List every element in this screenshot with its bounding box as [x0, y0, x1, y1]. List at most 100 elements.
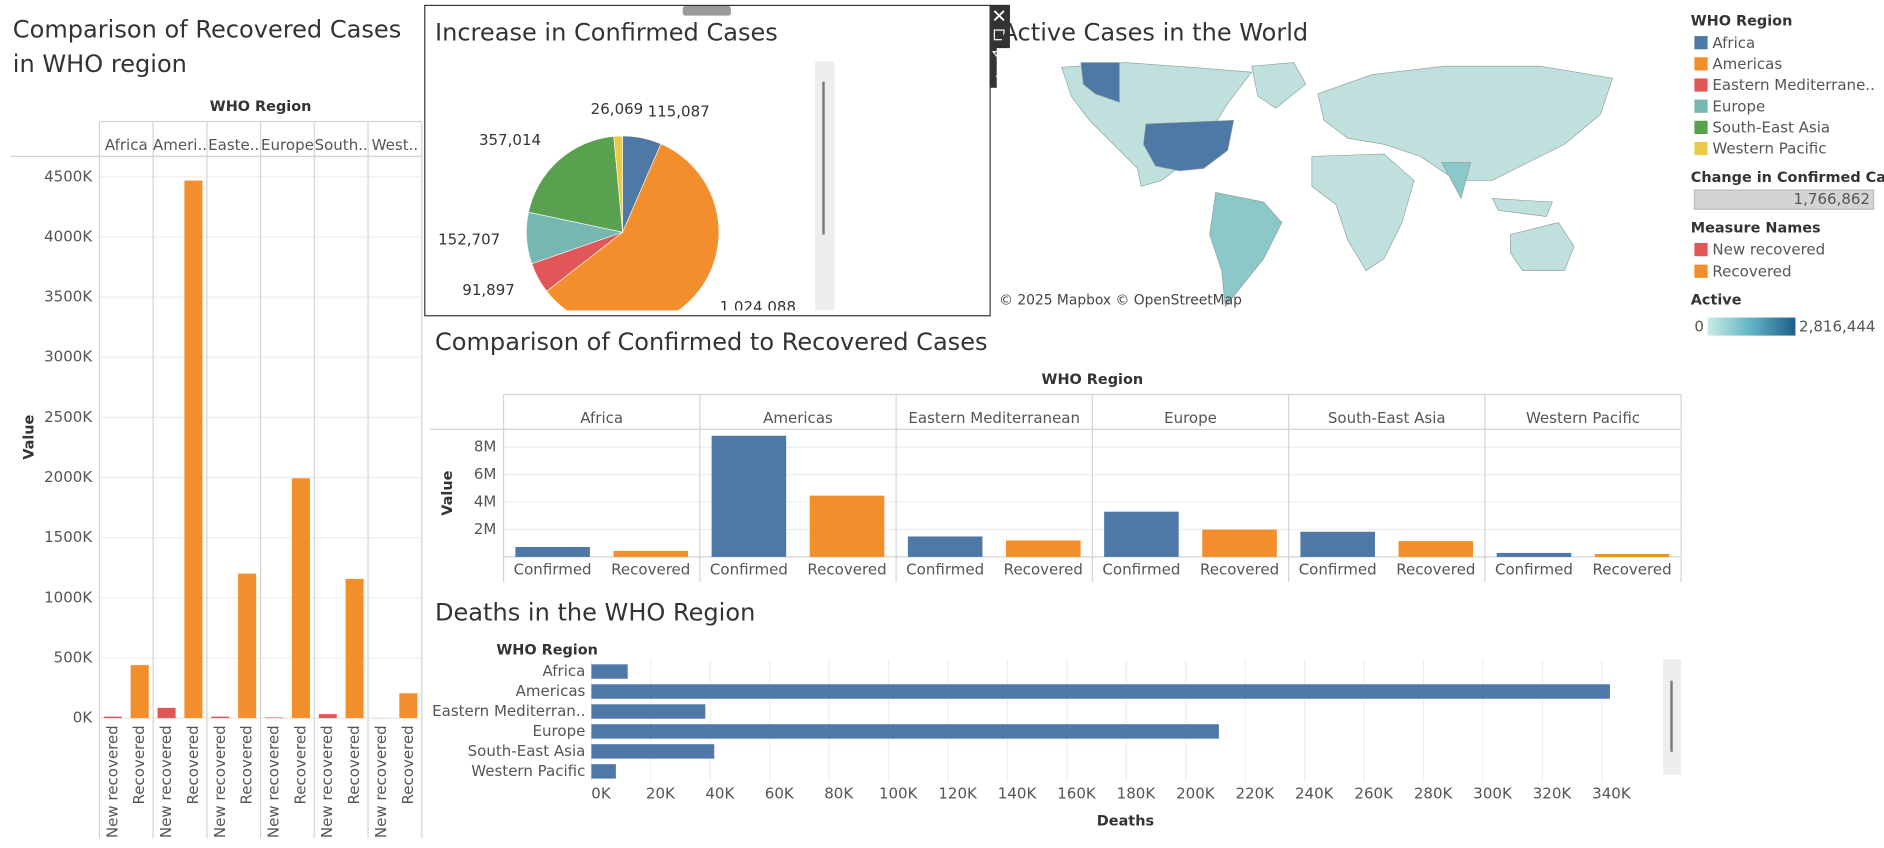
pie-label: 26,069 — [591, 100, 644, 118]
y-tick-label: 1000K — [44, 588, 93, 606]
legend-title: Measure Names — [1691, 221, 1821, 237]
y-tick-label: 4M — [474, 493, 497, 511]
x-tick-label: 80K — [824, 784, 854, 802]
bar — [1496, 552, 1572, 557]
pie-label: 357,014 — [479, 131, 541, 149]
sub-label: Recovered — [291, 725, 309, 804]
header: WHO Region — [496, 643, 598, 659]
x-tick-label: 140K — [998, 784, 1038, 802]
bar — [291, 478, 310, 719]
x-tick-label: 340K — [1592, 784, 1632, 802]
sub-label: Confirmed — [514, 561, 592, 579]
category-label: Easte.. — [208, 136, 259, 154]
category-label: Africa — [580, 409, 623, 427]
confirmed-title: Comparison of Confirmed to Recovered Cas… — [435, 328, 988, 356]
y-tick-label: 0K — [73, 709, 94, 727]
x-tick-label: 240K — [1295, 784, 1335, 802]
bar — [1594, 554, 1670, 557]
legends: WHO Region Change in Confirmed Cas.. Mea… — [1691, 14, 1884, 336]
bar — [157, 707, 176, 719]
category-label: Africa — [105, 136, 148, 154]
sub-label: New recovered — [103, 725, 121, 838]
bar — [184, 180, 203, 719]
y-tick-label: 4500K — [44, 167, 93, 185]
category-label: South.. — [315, 136, 368, 154]
y-tick-label: 2000K — [44, 468, 93, 486]
active-ramp — [1707, 317, 1796, 336]
legend-label: South-East Asia — [1712, 118, 1830, 136]
y-tick-label: 500K — [54, 648, 94, 666]
land-greenland — [1251, 62, 1307, 109]
bar — [591, 764, 616, 779]
land-africa — [1311, 153, 1415, 272]
category-label: Europe — [1164, 409, 1217, 427]
bar — [130, 665, 149, 719]
bar — [711, 435, 787, 557]
category-label: West.. — [372, 136, 418, 154]
sub-label: New recovered — [157, 725, 175, 838]
x-tick-label: 0K — [591, 784, 612, 802]
bar — [809, 495, 885, 557]
x-tick-label: 20K — [646, 784, 676, 802]
pie-label: 91,897 — [462, 281, 515, 299]
bar — [1300, 531, 1375, 557]
sub-label: Recovered — [611, 561, 690, 579]
land-india — [1441, 162, 1472, 200]
sub-label: New recovered — [265, 725, 283, 838]
y-tick-label: 3500K — [44, 288, 93, 306]
land-eurasia — [1317, 65, 1613, 181]
recovered-title-box: Comparison of Recovered Cases in WHO reg… — [13, 14, 401, 78]
pie-label: 115,087 — [648, 103, 710, 121]
pie-label: 1,024,088 — [720, 298, 796, 316]
sub-label: Recovered — [130, 725, 148, 804]
y-tick-label: 1500K — [44, 528, 93, 546]
close-icon[interactable] — [993, 10, 1005, 22]
x-tick-label: 200K — [1176, 784, 1216, 802]
bar — [1104, 511, 1179, 557]
sub-label: New recovered — [211, 725, 229, 838]
drag-handle[interactable] — [682, 6, 731, 16]
bar — [613, 550, 689, 557]
bar — [1398, 541, 1474, 557]
legend-swatch — [1694, 36, 1708, 50]
category-label: South-East Asia — [468, 742, 586, 760]
header: WHO Region — [1042, 372, 1144, 388]
legend-swatch — [1694, 141, 1708, 156]
change-label: 1,766,862 — [1794, 190, 1870, 208]
bar — [515, 546, 590, 557]
x-tick-label: 260K — [1354, 784, 1394, 802]
bar — [238, 573, 257, 719]
legend-label: Recovered — [1712, 262, 1791, 280]
sub-label: New recovered — [372, 725, 390, 838]
bar — [345, 578, 364, 719]
pie-slice — [546, 143, 720, 311]
bar — [399, 693, 418, 719]
sub-label: Recovered — [184, 725, 202, 804]
sub-label: Recovered — [1396, 561, 1475, 579]
land-australia — [1510, 222, 1575, 271]
category-label: Europe — [261, 136, 314, 154]
active-max: 2,816,444 — [1799, 318, 1875, 336]
legend-swatch — [1694, 120, 1708, 134]
pie-title: Increase in Confirmed Cases — [435, 19, 778, 47]
category-label: Eastern Mediterranean — [908, 409, 1080, 427]
y-tick-label: 8M — [474, 438, 497, 456]
category-label: Americas — [516, 682, 586, 700]
legend-label: Africa — [1712, 34, 1755, 52]
sub-label: Confirmed — [1102, 561, 1180, 579]
x-tick-label: 40K — [705, 784, 735, 802]
x-tick-label: 100K — [879, 784, 919, 802]
sub-label: Recovered — [238, 725, 256, 804]
bar — [907, 536, 983, 557]
x-axis-label: Deaths — [1097, 814, 1154, 830]
x-tick-label: 60K — [765, 784, 795, 802]
bar — [265, 717, 284, 719]
category-label: South-East Asia — [1328, 409, 1446, 427]
legend-label: Europe — [1712, 97, 1765, 115]
open-icon[interactable] — [993, 29, 1005, 41]
category-label: Western Pacific — [471, 762, 585, 780]
x-tick-label: 320K — [1533, 784, 1573, 802]
map: © 2025 Mapbox © OpenStreetMap Active Cas… — [996, 19, 1679, 311]
legend-swatch — [1694, 57, 1708, 71]
